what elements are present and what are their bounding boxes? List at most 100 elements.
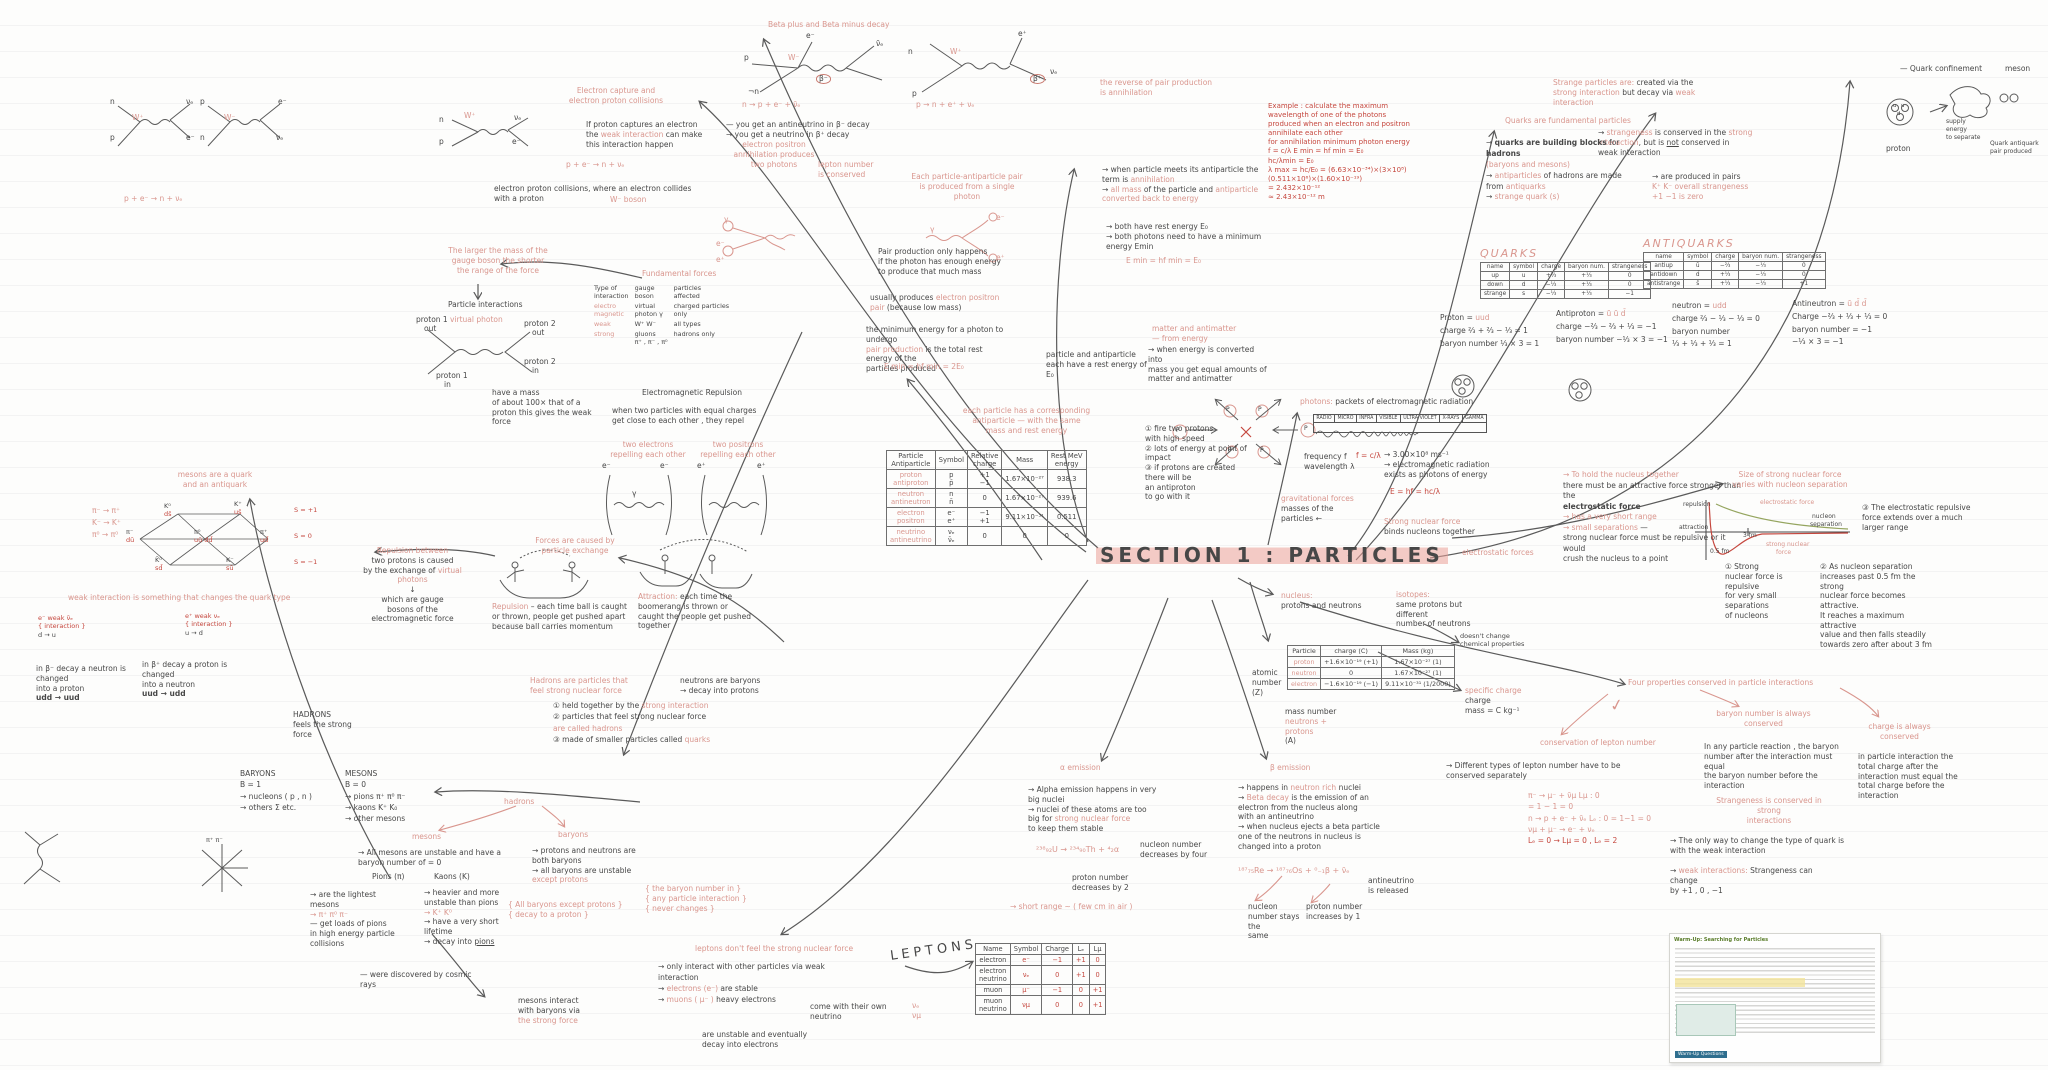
connector-arrow: [250, 40, 1946, 996]
table-charge-mass-cell: −1.6×10⁻¹⁹ (−1): [1320, 678, 1383, 690]
diagram-label-19: νₑ: [186, 97, 194, 106]
table-antiquarks-header: charge: [1711, 252, 1740, 262]
table-leptons-cell: electron: [975, 954, 1011, 966]
table-antiquarks-cell: +⅓: [1711, 270, 1740, 280]
table-fundamental-forces-cell: hadrons only: [673, 330, 715, 338]
diagram-label-35: proton 1: [436, 371, 468, 380]
note-leptons-bullets: → only interact with other particles via…: [658, 962, 825, 1004]
table-leptons-row: electron e⁻ −1 +1 0: [975, 954, 1107, 966]
table-leptons-cell: +1: [1072, 954, 1090, 966]
note-pi-heading: Particle interactions: [448, 300, 523, 309]
diagram-label-44: P: [1258, 406, 1262, 413]
note-electron-capture-text: If proton captures an electron the weak i…: [586, 120, 703, 149]
note-strangeness-change: → weak interactions: Strangeness can cha…: [1670, 866, 1813, 895]
diagram-label-2: W⁻: [788, 53, 800, 62]
table-particle-antiparticle-cell: 0: [966, 488, 1003, 508]
table-quarks-cell: +⅔: [1537, 271, 1566, 281]
note-hadrons-node: hadrons: [504, 797, 535, 806]
table-quarks-row: strange s −⅓ +⅓ −1: [1479, 289, 1652, 299]
note-baryons-node: baryons: [558, 830, 589, 839]
note-meson-quark-heading: mesons are a quark and an antiquark: [177, 470, 253, 489]
diagram-label-58: force: [1776, 549, 1792, 556]
em-wave-icon: [1315, 430, 1419, 438]
table-particle-antiparticle-cell: 938.3: [1046, 469, 1087, 489]
note-graph-2: ② As nucleon separation increases past 0.…: [1820, 562, 1932, 649]
diagram-label-6: n: [908, 47, 913, 56]
table-quarks-cell: up: [1479, 271, 1511, 281]
table-antiquarks-header: name: [1642, 252, 1685, 262]
table-charge-mass-cell: proton: [1286, 656, 1322, 668]
table-fundamental-forces-row: weak W⁺ W⁻ all types: [591, 319, 732, 329]
note-hold-nucleus: → To hold the nucleus together there must…: [1563, 470, 1742, 563]
note-alpha-n2: proton number decreases by 2: [1072, 873, 1129, 892]
table-particle-antiparticle-header: Particle Antiparticle: [886, 450, 936, 470]
diagram-label-66: e⁻: [716, 239, 725, 248]
table-quarks-cell: +⅓: [1564, 280, 1609, 290]
table-antiquarks-cell: −⅔: [1711, 261, 1740, 271]
note-alpha-range: → short range ~ ( few cm in air ): [1010, 902, 1133, 911]
em-spectrum-band: MICRO: [1335, 415, 1357, 422]
note-quark-change: → The only way to change the type of qua…: [1670, 836, 1845, 855]
table-quarks-cell: −⅓: [1537, 280, 1566, 290]
table-quarks-header: name: [1479, 262, 1511, 272]
table-leptons: Name Symbol Charge Lₑ Lμ electron e⁻ −1 +1 0 elect…: [975, 943, 1107, 1015]
diagram-label-40: e⁺: [697, 461, 706, 470]
table-particle-antiparticle-cell: 0.511: [1046, 507, 1087, 527]
note-hex-kminus: K⁻ sū: [226, 556, 234, 573]
table-particle-antiparticle-header: Mass: [1001, 450, 1048, 470]
table-leptons-header: Lμ: [1088, 943, 1107, 955]
diagram-label-4: ¬n: [748, 87, 760, 96]
diagram-label-48: νₑ: [912, 1001, 920, 1010]
note-strange-created: Strange particles are: created via the st…: [1553, 78, 1696, 107]
diagram-label-52: nucleon: [1812, 513, 1836, 520]
note-baryon-detail: In any particle reaction , the baryon num…: [1704, 742, 1839, 790]
note-boson-mass: The larger the mass of the gauge boson th…: [448, 246, 548, 275]
diagram-label-30: virtual photon: [450, 315, 503, 324]
note-annihilation-bullets: → when particle meets its antiparticle t…: [1102, 165, 1259, 204]
diagram-label-29: out: [424, 324, 437, 333]
table-particle-antiparticle-cell: 1.67×10⁻²⁷: [1001, 488, 1048, 508]
note-charge-detail: in particle interaction the total charge …: [1858, 752, 1958, 800]
table-particle-antiparticle-cell: neutron antineutron: [886, 488, 936, 508]
textbook-header: Warm-Up: Searching for Particles: [1674, 937, 1769, 943]
table-antiquarks-cell: d̄: [1683, 270, 1713, 280]
diagram-label-41: e⁺: [757, 461, 766, 470]
table-fundamental-forces-header: particles affected: [673, 284, 702, 300]
note-alpha-n1: nucleon number decreases by four: [1140, 840, 1208, 859]
table-charge-mass-cell: 1.67×10⁻²⁷ (1): [1381, 656, 1455, 668]
note-charge-conserved: charge is always conserved: [1868, 722, 1931, 741]
note-hadrons-list: ① held together by the strong interactio…: [553, 701, 711, 744]
note-electron-capture-heading: Electron capture and electron proton coll…: [568, 86, 664, 105]
table-antiquarks-cell: −⅓: [1738, 279, 1784, 289]
note-baryon-conserved: baryon number is always conserved: [1716, 709, 1811, 728]
table-fundamental-forces-cell: strong: [594, 330, 615, 338]
table-quarks-cell: +⅓: [1564, 271, 1609, 281]
table-particle-antiparticle-row: proton antiproton p p̄ +1 −1 1.67×10⁻²⁷ 938.…: [886, 469, 1087, 489]
diagram-label-39: γ: [632, 489, 637, 498]
diagram-label-13: W⁺: [464, 111, 476, 120]
note-quarks-bullets: → quarks are building blocks for hadrons…: [1486, 138, 1622, 202]
note-annihilation-eq: E min = hf min = E₀: [1126, 256, 1202, 265]
note-hadrons-heading: Hadrons are particles that feel strong nu…: [530, 676, 628, 695]
note-e-eq: E = hf = hc/λ: [1390, 487, 1441, 496]
em-spectrum-band: INFRA: [1357, 415, 1377, 422]
note-meson-anti-eqs: π⁻ → π⁺ K⁻ → K⁺ π⁰ → π⁰: [92, 506, 121, 539]
table-particle-antiparticle-header: Relative charge: [966, 450, 1003, 470]
note-isotopes2: doesn't change chemical properties: [1460, 632, 1525, 649]
note-electron-capture-eq: p + e⁻ → n + νₑ: [566, 160, 625, 169]
note-kaons-b: → heavier and more unstable than pions → K…: [424, 888, 500, 946]
note-confine-meson: meson: [2005, 64, 2031, 73]
table-quarks-row: up u +⅔ +⅓ 0: [1479, 271, 1652, 281]
table-particle-antiparticle-header: Symbol: [934, 450, 968, 470]
note-hadrons-feel: HADRONS feels the strong force: [293, 710, 352, 739]
table-particle-antiparticle-row: neutron antineutron n n̄ 0 1.67×10⁻²⁷ 939.6: [886, 488, 1087, 508]
note-lepton-detail: → Different types of lepton number have …: [1446, 761, 1621, 780]
diagram-label-46: P̄: [1260, 447, 1264, 454]
table-particle-antiparticle-cell: neutrino antineutrino: [886, 526, 936, 546]
note-beta-plus-eq: p → n + e⁺ + νₑ: [916, 100, 975, 109]
table-quarks-title: QUARKS: [1480, 247, 1539, 260]
diagram-label-15: p: [439, 137, 444, 146]
note-strangeness-strong: Strangeness is conserved in strong intera…: [1716, 796, 1822, 825]
table-charge-mass-cell: +1.6×10⁻¹⁹ (+1): [1320, 656, 1383, 668]
explosion-arrows: [1189, 400, 1298, 464]
